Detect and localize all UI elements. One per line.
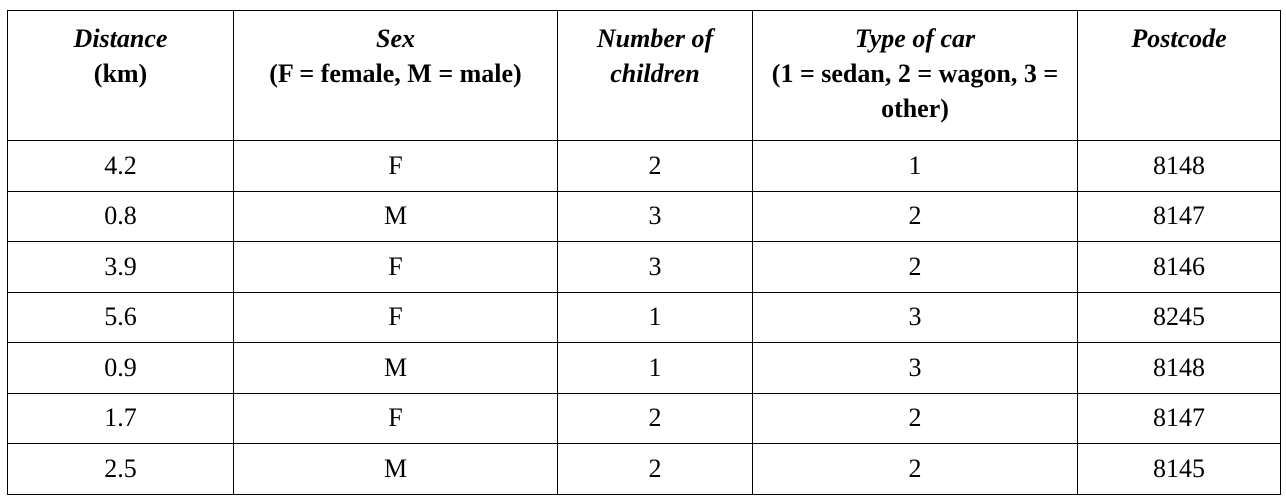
table-row: 5.6 F 1 3 8245 <box>7 291 1281 343</box>
table-cell: F <box>233 140 558 192</box>
table-cell: 8147 <box>1077 392 1281 444</box>
table-cell: 3 <box>557 190 753 242</box>
table-cell: 8148 <box>1077 342 1281 394</box>
table-row: 2.5 M 2 2 8145 <box>7 443 1281 495</box>
table-cell: 1 <box>557 342 753 394</box>
table-cell: 8145 <box>1077 443 1281 495</box>
table-cell: 3 <box>752 291 1078 343</box>
table-cell: 2 <box>557 140 753 192</box>
table-cell: 2 <box>752 392 1078 444</box>
header-cell: Type of car (1 = sedan, 2 = wagon, 3 = ot… <box>752 10 1078 141</box>
table-cell: 3 <box>752 342 1078 394</box>
table-cell: 2 <box>557 392 753 444</box>
header-note: (F = female, M = male) <box>269 59 522 88</box>
header-title: Distance <box>73 24 168 53</box>
table-cell: 3.9 <box>7 241 234 293</box>
header-title: Type of car <box>854 24 976 53</box>
table-cell: F <box>233 241 558 293</box>
table-cell: 2 <box>557 443 753 495</box>
header-cell: Sex (F = female, M = male) <box>233 10 558 141</box>
table-cell: 2 <box>752 241 1078 293</box>
table-cell: 8147 <box>1077 190 1281 242</box>
table-row: 4.2 F 2 1 8148 <box>7 140 1281 192</box>
table-cell: M <box>233 190 558 242</box>
header-cell: Distance (km) <box>7 10 234 141</box>
table-cell: 1 <box>752 140 1078 192</box>
table-row: 1.7 F 2 2 8147 <box>7 392 1281 444</box>
table-cell: 8146 <box>1077 241 1281 293</box>
header-cell: Number of children <box>557 10 753 141</box>
table-cell: 3 <box>557 241 753 293</box>
table-cell: F <box>233 392 558 444</box>
table-cell: 1.7 <box>7 392 234 444</box>
table-cell: 4.2 <box>7 140 234 192</box>
header-row: Distance (km) Sex (F = female, M = male) Num… <box>7 10 1281 141</box>
table-cell: M <box>233 443 558 495</box>
table-body: 4.2 F 2 1 8148 0.8 M 3 2 8147 3.9 F 3 2 8146 5.6 F 1 3 8245… <box>7 140 1281 495</box>
table-cell: 8148 <box>1077 140 1281 192</box>
table-cell: 2 <box>752 443 1078 495</box>
table-cell: F <box>233 291 558 343</box>
table-row: 0.8 M 3 2 8147 <box>7 190 1281 242</box>
table-cell: 8245 <box>1077 291 1281 343</box>
table-cell: 2.5 <box>7 443 234 495</box>
data-table: Distance (km) Sex (F = female, M = male) Num… <box>7 10 1281 495</box>
table-header: Distance (km) Sex (F = female, M = male) Num… <box>7 10 1281 141</box>
header-title: Postcode <box>1131 24 1227 53</box>
table-cell: M <box>233 342 558 394</box>
header-title: Sex <box>376 24 415 53</box>
table-cell: 2 <box>752 190 1078 242</box>
header-title: Number of children <box>596 24 714 88</box>
table-row: 3.9 F 3 2 8146 <box>7 241 1281 293</box>
header-note: (1 = sedan, 2 = wagon, 3 = other) <box>771 59 1059 123</box>
table-cell: 5.6 <box>7 291 234 343</box>
header-cell: Postcode <box>1077 10 1281 141</box>
table-row: 0.9 M 1 3 8148 <box>7 342 1281 394</box>
table-cell: 1 <box>557 291 753 343</box>
table-cell: 0.9 <box>7 342 234 394</box>
header-note: (km) <box>93 59 148 88</box>
table-cell: 0.8 <box>7 190 234 242</box>
